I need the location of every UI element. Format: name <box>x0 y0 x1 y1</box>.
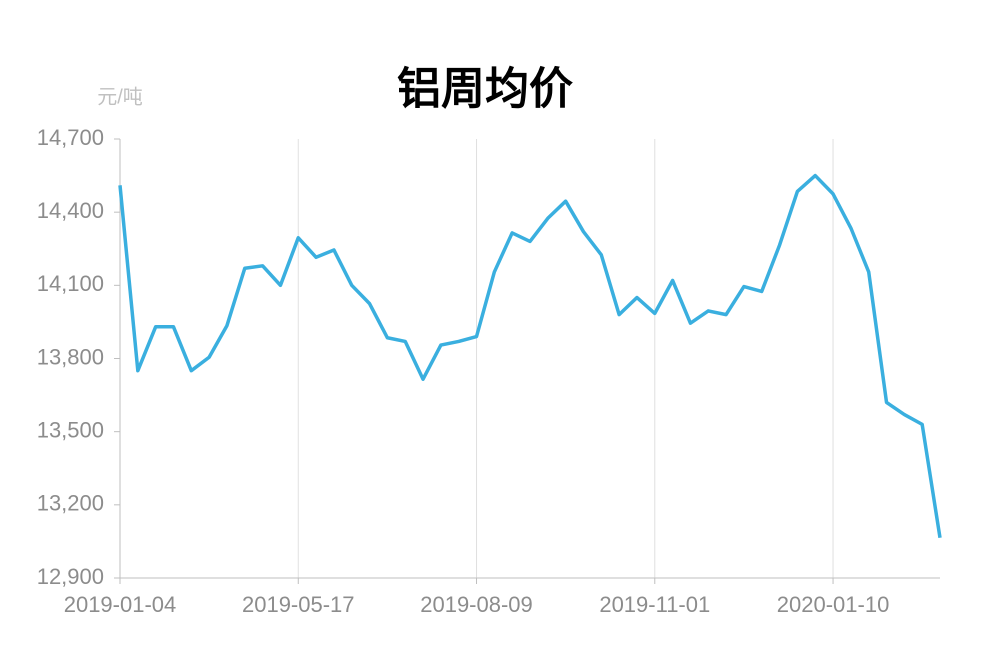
x-tick-label: 2019-01-04 <box>64 592 177 617</box>
y-tick-label: 12,900 <box>37 564 104 589</box>
y-tick-label: 13,200 <box>37 491 104 516</box>
y-tick-label: 14,700 <box>37 125 104 150</box>
y-tick-label: 13,500 <box>37 417 104 442</box>
y-tick-label: 13,800 <box>37 344 104 369</box>
x-tick-label: 2019-08-09 <box>420 592 533 617</box>
y-tick-label: 14,400 <box>37 198 104 223</box>
data-line <box>118 173 942 539</box>
x-tick-label: 2020-01-10 <box>777 592 890 617</box>
x-tick-label: 2019-11-01 <box>599 592 710 617</box>
y-unit: 元/吨 <box>97 85 143 108</box>
y-tick-label: 14,100 <box>37 271 104 296</box>
chart-title: 铝周均价 <box>397 65 573 114</box>
x-tick-label: 2019-05-17 <box>242 592 355 617</box>
